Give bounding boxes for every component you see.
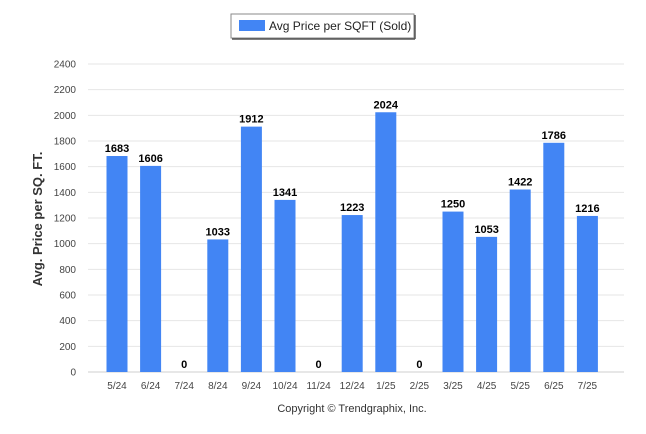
bar[interactable] (341, 215, 363, 372)
x-tick-label: 6/24 (141, 381, 161, 392)
data-label: 2024 (374, 99, 399, 111)
bar[interactable] (207, 239, 229, 372)
y-tick-label: 800 (59, 265, 76, 276)
data-label: 1250 (441, 199, 465, 211)
x-tick-labels: 5/24 6/24 7/24 8/24 9/24 10/24 11/24 12/24 1/25 2… (107, 381, 597, 392)
bar[interactable] (476, 236, 498, 372)
y-tick-label: 200 (59, 342, 76, 353)
bar[interactable] (576, 215, 598, 372)
y-axis-title: Avg. Price per SQ. FT. (30, 152, 45, 287)
data-label: 1786 (542, 130, 566, 142)
x-tick-label: 1/25 (376, 381, 396, 392)
y-tick-label: 2000 (54, 111, 77, 122)
bar[interactable] (509, 189, 531, 372)
y-tick-labels: 0 200 400 600 800 1000 1200 1400 1600 1800 2000 220… (54, 60, 77, 379)
x-tick-label: 7/24 (174, 381, 194, 392)
copyright-text: Copyright © Trendgraphix, Inc. (277, 403, 426, 415)
bar[interactable] (240, 126, 262, 372)
y-tick-label: 400 (59, 316, 76, 327)
x-tick-label: 2/25 (410, 381, 430, 392)
legend[interactable]: Avg Price per SQFT (Sold) (230, 13, 416, 40)
bar[interactable] (375, 112, 397, 373)
y-tick-label: 1800 (54, 137, 77, 148)
bars-layer (106, 112, 598, 373)
bar[interactable] (106, 156, 128, 372)
bar[interactable] (543, 142, 565, 372)
data-label: 1422 (508, 177, 532, 189)
bar[interactable] (442, 211, 464, 372)
bar[interactable] (274, 199, 296, 372)
y-tick-label: 1600 (54, 162, 77, 173)
y-tick-label: 1200 (54, 214, 77, 225)
x-tick-label: 6/25 (544, 381, 564, 392)
x-tick-label: 8/24 (208, 381, 228, 392)
x-tick-label: 10/24 (272, 381, 297, 392)
data-label: 0 (416, 359, 422, 371)
data-label: 1683 (105, 143, 129, 155)
data-label: 1341 (273, 187, 297, 199)
y-tick-label: 1400 (54, 188, 77, 199)
data-label: 0 (181, 359, 187, 371)
y-tick-label: 2200 (54, 85, 77, 96)
data-label: 1033 (206, 226, 230, 238)
data-label: 0 (316, 359, 322, 371)
x-tick-label: 7/25 (578, 381, 598, 392)
data-label: 1053 (474, 224, 498, 236)
legend-label: Avg Price per SQFT (Sold) (269, 19, 411, 33)
x-tick-label: 4/25 (477, 381, 497, 392)
bar[interactable] (140, 165, 162, 372)
legend-swatch (239, 20, 265, 31)
y-tick-label: 0 (70, 368, 76, 379)
x-tick-label: 5/24 (107, 381, 127, 392)
y-tick-label: 600 (59, 291, 76, 302)
data-label: 1216 (575, 203, 599, 215)
x-tick-label: 9/24 (242, 381, 262, 392)
x-tick-label: 11/24 (306, 381, 331, 392)
x-tick-label: 5/25 (510, 381, 530, 392)
y-tick-label: 1000 (54, 239, 77, 250)
y-tick-label: 2400 (54, 60, 77, 71)
data-labels-layer: 1683 1606 0 1033 1912 1341 0 1223 2024 0 1250 1053 1… (105, 99, 600, 371)
x-tick-label: 3/25 (443, 381, 463, 392)
data-label: 1223 (340, 202, 364, 214)
x-tick-label: 12/24 (340, 381, 365, 392)
data-label: 1606 (138, 153, 162, 165)
data-label: 1912 (239, 114, 263, 126)
